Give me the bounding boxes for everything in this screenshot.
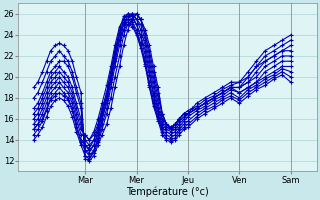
X-axis label: Température (°c): Température (°c) bbox=[126, 186, 209, 197]
